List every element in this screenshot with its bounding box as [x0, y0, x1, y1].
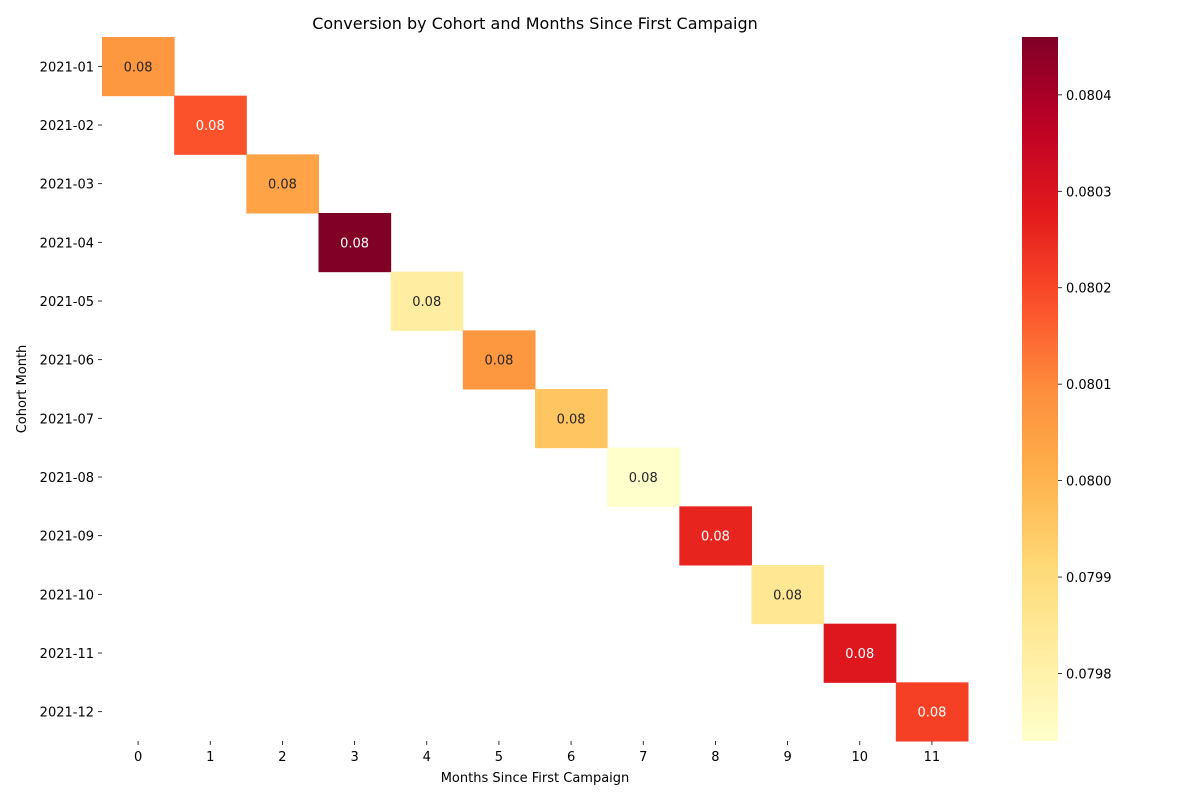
y-axis-label: Cohort Month — [15, 345, 30, 434]
x-tick-label: 2 — [278, 750, 286, 765]
cell-value-label: 0.08 — [484, 354, 513, 369]
heatmap-cells — [102, 37, 969, 742]
x-axis-ticks: 0 1 2 3 4 5 6 7 8 9 10 11 — [134, 741, 940, 765]
cell-value-label: 0.08 — [629, 471, 658, 486]
y-tick-label: 2021-09 — [40, 530, 94, 545]
y-tick-label: 2021-08 — [40, 471, 94, 486]
heatmap-cell — [607, 447, 680, 507]
heatmap-cell — [174, 95, 247, 155]
colorbar-tick-label: 0.0798 — [1066, 667, 1112, 682]
heatmap-cell — [246, 154, 319, 214]
x-tick-label: 8 — [711, 750, 719, 765]
y-tick-label: 2021-04 — [40, 236, 94, 251]
y-tick-label: 2021-11 — [40, 647, 94, 662]
y-tick-label: 2021-07 — [40, 412, 94, 427]
cell-value-label: 0.08 — [701, 530, 730, 545]
heatmap-cell — [895, 682, 969, 742]
heatmap-cell — [462, 330, 536, 390]
colorbar-tick-label: 0.0803 — [1066, 185, 1112, 200]
heatmap-cell — [318, 213, 392, 273]
colorbar: 0.0798 0.0799 0.0800 0.0801 0.0802 0.0803 0.08… — [1022, 37, 1112, 741]
x-tick-label: 5 — [495, 750, 503, 765]
x-tick-label: 7 — [639, 750, 647, 765]
y-tick-label: 2021-02 — [40, 119, 94, 134]
y-axis-ticks: 2021-01 2021-02 2021-03 2021-04 2021-05 2021-… — [40, 60, 102, 721]
x-axis-label: Months Since First Campaign — [441, 771, 630, 786]
x-tick-label: 10 — [851, 750, 868, 765]
x-tick-label: 11 — [924, 750, 941, 765]
cell-value-label: 0.08 — [773, 588, 802, 603]
heatmap-cell-labels: 0.08 0.08 0.08 0.08 0.08 0.08 0.08 0.08 0.08 0.08… — [124, 60, 947, 720]
heatmap-cell — [679, 506, 752, 566]
colorbar-tick-label: 0.0801 — [1066, 378, 1112, 393]
colorbar-tick-label: 0.0804 — [1066, 89, 1112, 104]
colorbar-tick-label: 0.0800 — [1066, 475, 1112, 490]
heatmap-cell — [751, 565, 825, 625]
x-tick-label: 6 — [567, 750, 575, 765]
x-tick-label: 9 — [783, 750, 791, 765]
y-tick-label: 2021-03 — [40, 178, 94, 193]
cell-value-label: 0.08 — [412, 295, 441, 310]
colorbar-ticks: 0.0798 0.0799 0.0800 0.0801 0.0802 0.0803 0.08… — [1058, 89, 1112, 682]
colorbar-gradient — [1022, 37, 1058, 741]
y-tick-label: 2021-06 — [40, 354, 94, 369]
cell-value-label: 0.08 — [845, 647, 874, 662]
cell-value-label: 0.08 — [557, 412, 586, 427]
cell-value-label: 0.08 — [268, 178, 297, 193]
colorbar-tick-label: 0.0802 — [1066, 282, 1112, 297]
cell-value-label: 0.08 — [124, 60, 153, 75]
y-tick-label: 2021-10 — [40, 588, 94, 603]
x-tick-label: 0 — [134, 750, 142, 765]
y-tick-label: 2021-01 — [40, 60, 94, 75]
cell-value-label: 0.08 — [340, 236, 369, 251]
colorbar-tick-label: 0.0799 — [1066, 571, 1112, 586]
x-tick-label: 4 — [423, 750, 431, 765]
heatmap-cell — [823, 623, 897, 683]
heatmap-cell — [102, 37, 175, 97]
cell-value-label: 0.08 — [196, 119, 225, 134]
cell-value-label: 0.08 — [917, 706, 946, 721]
x-tick-label: 3 — [350, 750, 358, 765]
heatmap-cell — [535, 389, 608, 449]
heatmap-cell — [390, 271, 464, 331]
chart-title: Conversion by Cohort and Months Since Fi… — [312, 14, 758, 33]
y-tick-label: 2021-12 — [40, 706, 94, 721]
y-tick-label: 2021-05 — [40, 295, 94, 310]
x-tick-label: 1 — [206, 750, 214, 765]
